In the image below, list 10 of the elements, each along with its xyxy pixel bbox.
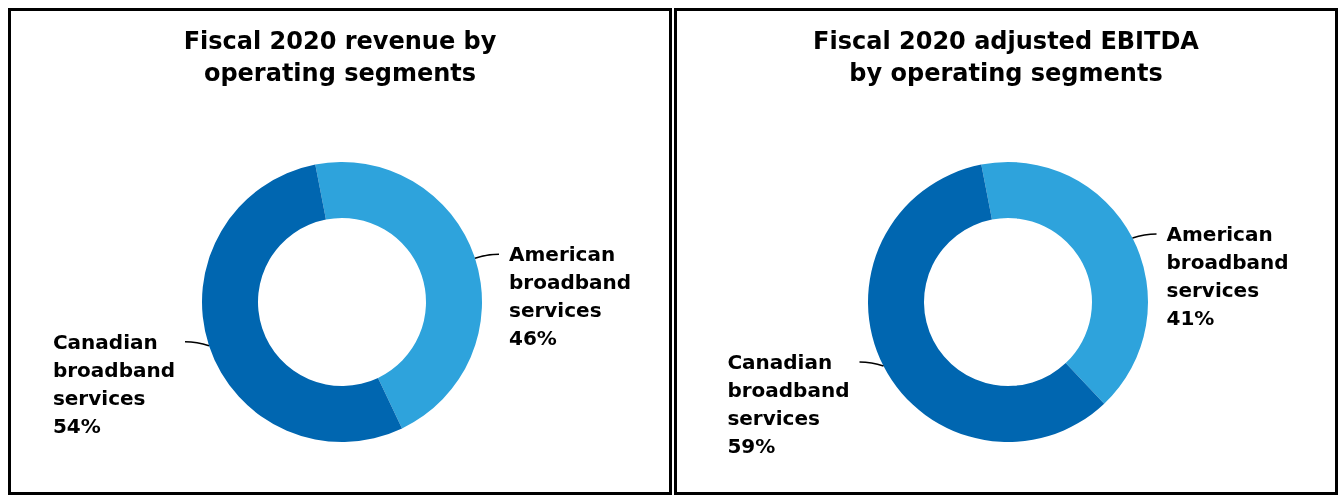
data-label: 59% xyxy=(727,434,776,459)
data-label: 54% xyxy=(52,413,101,438)
data-label: 41% xyxy=(1166,306,1215,331)
chart-title: Fiscal 2020 adjusted EBITDA by operating segments xyxy=(812,26,1200,89)
chart-title: Fiscal 2020 revenue by operating segments xyxy=(182,26,498,89)
slice-label: Canadian broadband services xyxy=(52,329,176,410)
slice-label: American broadband services xyxy=(1166,222,1289,303)
slice-label: Canadian broadband services xyxy=(727,350,850,431)
slice-label: American broadband services xyxy=(509,242,632,323)
data-label: 46% xyxy=(509,326,557,351)
